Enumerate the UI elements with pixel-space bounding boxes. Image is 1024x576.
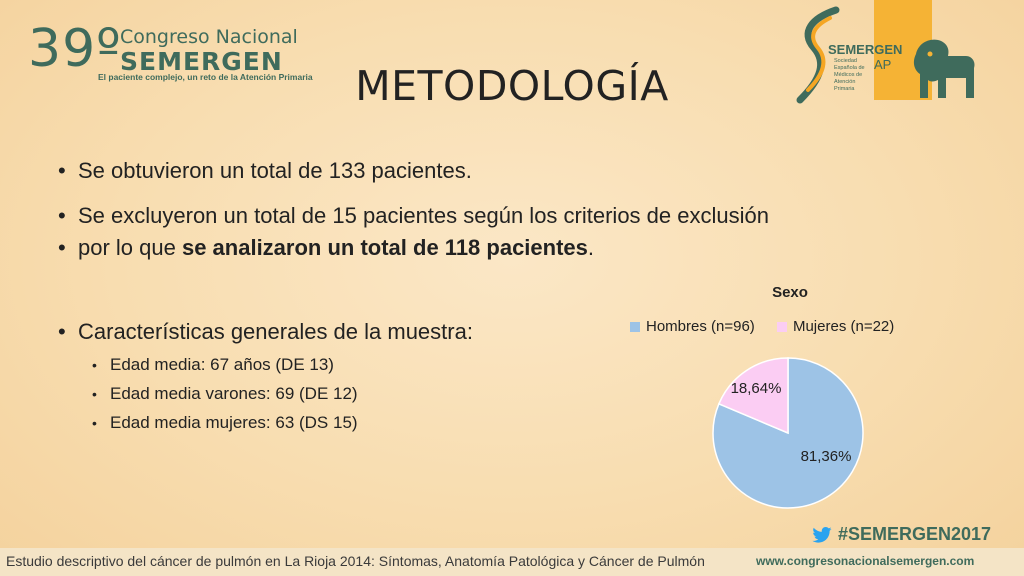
footer-website-link[interactable]: www.congresonacionalsemergen.com [756,554,975,568]
footer-bar: Estudio descriptivo del cáncer de pulmón… [0,548,1024,576]
legend-item-women: Mujeres (n=22) [776,318,895,335]
pie-label-women: 18,64% [731,380,782,397]
bullet-total-patients: Se obtuvieron un total de 133 pacientes. [58,157,472,185]
legend-label-women: Mujeres (n=22) [792,318,895,335]
bullet-excluded-line1: Se excluyeron un total de 15 pacientes s… [58,202,769,230]
sub-bullet-mean-age-men: Edad media varones: 69 (DE 12) [92,383,358,405]
footer-study-title: Estudio descriptivo del cáncer de pulmón… [6,553,705,569]
logo-name: SEMERGEN [828,42,903,57]
legend-item-men: Hombres (n=96) [630,318,755,335]
event-hashtag: #SEMERGEN2017 [838,524,992,544]
bullet-excluded-line2-end: . [587,235,595,260]
slide-title: METODOLOGÍA [355,62,669,110]
legend-label-men: Hombres (n=96) [646,318,755,335]
pie-slice-women [717,357,789,435]
bullet-characteristics: Características generales de la muestra: [58,318,473,346]
bullet-analyzed-emphasis: se analizaron un total de 118 pacientes [181,235,588,260]
twitter-bird-icon [812,527,832,543]
sub-bullet-mean-age: Edad media: 67 años (DE 13) [92,354,334,376]
lion-icon [913,39,975,98]
conference-name-line2: SEMERGEN [120,47,283,76]
chart-title: Sexo [772,284,808,301]
legend-swatch-women [776,322,787,333]
semergen-ap-logo: SEMERGEN AP Sociedad Española de Médicos… [790,0,980,106]
logo-ap: AP [874,57,892,72]
conference-number: 39º [28,19,122,79]
chart-legend: Hombres (n=96) Mujeres (n=22) [630,318,912,335]
conference-tagline: El paciente complejo, un reto de la Aten… [98,72,313,82]
logo-subtitle: Sociedad Española de Médicos de Atención… [834,58,865,92]
conference-logo: 39º Congreso Nacional SEMERGEN El pacien… [28,22,328,86]
pie-svg: 81,36% 18,64% [712,357,864,509]
sub-bullet-mean-age-women: Edad media mujeres: 63 (DS 15) [92,412,358,434]
pie-label-men: 81,36% [801,448,852,465]
bullet-excluded-line2-text: por lo que [78,235,182,260]
legend-swatch-men [630,322,640,333]
bullet-excluded-line2: por lo que se analizaron un total de 118… [58,234,595,262]
conference-name-line1: Congreso Nacional [120,26,298,48]
sex-pie-chart: Sexo Hombres (n=96) Mujeres (n=22) 81,36… [620,280,960,510]
semergen-s-icon [796,6,840,104]
